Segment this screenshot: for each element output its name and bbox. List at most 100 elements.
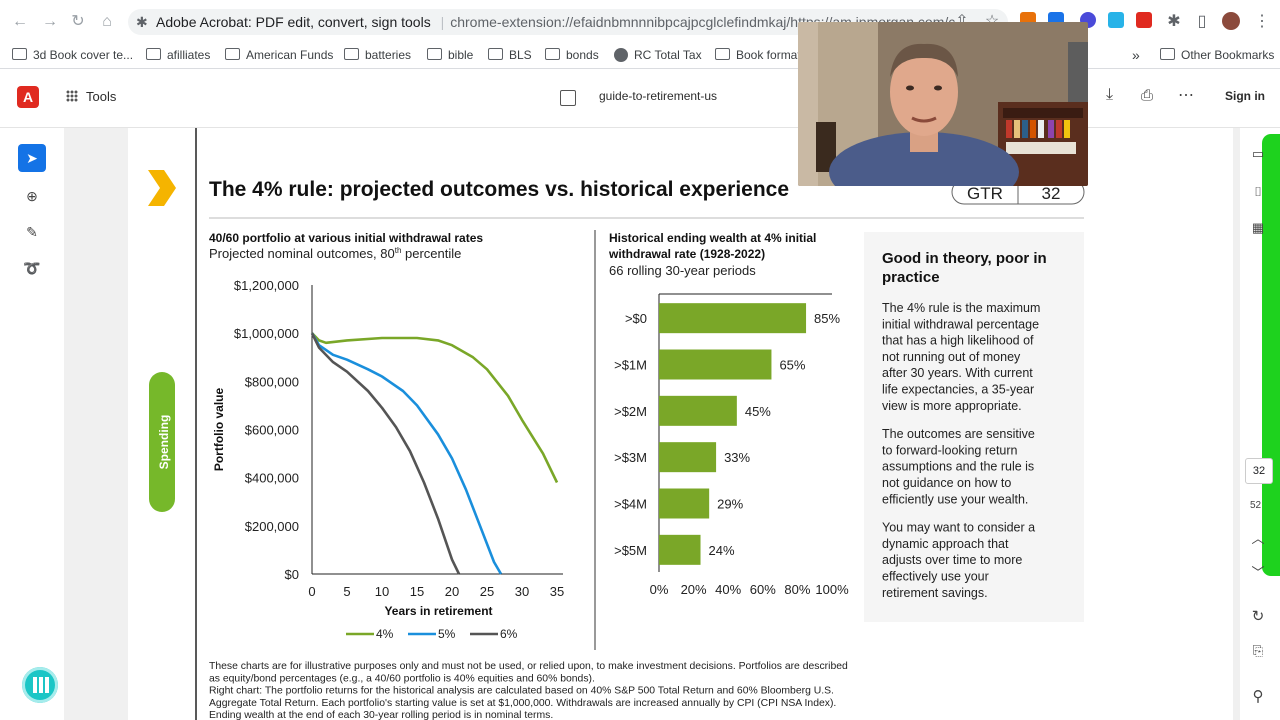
folder-icon — [545, 48, 560, 60]
bookmark-item[interactable]: bible — [427, 46, 473, 64]
legend-label: 6% — [500, 627, 518, 641]
bookmark-item[interactable]: Book format — [715, 46, 801, 64]
extension-cloud-icon[interactable] — [1108, 12, 1124, 28]
sidepanel-icon[interactable]: ▯ — [1197, 13, 1207, 30]
bookmark-item[interactable]: American Funds — [225, 46, 333, 64]
quick-tools-panel: ➤ ⊕ ✎ ➰ — [0, 128, 64, 720]
pages-panel-icon[interactable] — [560, 90, 576, 106]
bookmark-item[interactable]: afilliates — [146, 46, 210, 64]
add-comment-icon[interactable]: ⊕ — [26, 188, 38, 204]
sidebar-heading-2: practice — [882, 269, 940, 286]
y-tick-label: $1,000,000 — [234, 326, 299, 341]
y-tick-label: $800,000 — [245, 374, 299, 389]
bar — [659, 442, 717, 473]
sidebar-text-line: that has a high likelihood of — [882, 334, 1034, 348]
x-axis-label: Years in retirement — [384, 604, 492, 618]
draw-lasso-icon[interactable]: ➰ — [23, 260, 41, 276]
folder-icon — [344, 48, 359, 60]
bar-value-label: 45% — [745, 404, 771, 419]
bar-category-label: >$4M — [614, 497, 647, 512]
reload-icon[interactable]: ↻ — [71, 13, 85, 30]
bookmark-item[interactable]: RC Total Tax — [614, 46, 702, 64]
y-tick-label: $400,000 — [245, 471, 299, 486]
folder-icon — [12, 48, 27, 60]
bar-category-label: >$1M — [614, 358, 647, 373]
folder-icon — [225, 48, 240, 60]
folder-icon — [1160, 48, 1175, 60]
bar-x-tick-label: 100% — [815, 582, 849, 597]
y-tick-label: $1,200,000 — [234, 278, 299, 293]
chevron-down-icon[interactable]: ﹀ — [1251, 565, 1265, 580]
bar-value-label: 65% — [779, 358, 805, 373]
tools-button[interactable]: Tools — [66, 87, 116, 107]
sidebar-text-line: not running out of money — [882, 350, 1021, 364]
extension-acrobat-icon[interactable] — [1136, 12, 1152, 28]
spending-tab-label: Spending — [157, 415, 171, 470]
spending-tab[interactable] — [149, 372, 175, 512]
thumbnails-icon[interactable]: ▦ — [1251, 220, 1265, 235]
right-chart-title-line1: Historical ending wealth at 4% initial — [609, 231, 816, 245]
footnote-line: Ending wealth at the end of each 30-year… — [209, 710, 553, 720]
presenter-video — [798, 22, 1088, 186]
app-badge-icon[interactable] — [22, 667, 58, 703]
menu-icon[interactable]: ⋮ — [1254, 13, 1270, 30]
legend-label: 5% — [438, 627, 456, 641]
x-tick-label: 30 — [515, 584, 529, 599]
bookmark-icon[interactable]: ⌷ — [1254, 184, 1262, 199]
page-number-box[interactable]: 32 — [1245, 458, 1273, 484]
acrobat-logo[interactable]: A — [17, 86, 39, 108]
other-bookmarks[interactable]: Other Bookmarks — [1160, 46, 1274, 64]
sidebar-text-line: life expectancies, a 35-year — [882, 383, 1034, 397]
bar-value-label: 33% — [724, 450, 750, 465]
sidebar-text-line: view is more appropriate. — [882, 399, 1022, 413]
footnote-line: as equity/bond percentages (e.g., a 40/6… — [209, 673, 595, 684]
download-icon[interactable]: ⤓ — [1106, 86, 1114, 103]
bookmark-item[interactable]: bonds — [545, 46, 599, 64]
folder-icon — [146, 48, 161, 60]
left-chart-subtitle: Projected nominal outcomes, 80th percent… — [209, 246, 461, 261]
bookmark-item[interactable]: batteries — [344, 46, 411, 64]
print-icon[interactable]: ⎙ — [1141, 87, 1154, 104]
sidebar-text-line: The outcomes are sensitive — [882, 427, 1035, 441]
slide-canvas: Spending The 4% rule: projected outcomes… — [148, 128, 1085, 720]
footnote-line: Right chart: The portfolio returns for t… — [209, 686, 834, 697]
profile-avatar[interactable] — [1222, 12, 1240, 30]
puzzle-icon: ✱ — [136, 14, 148, 30]
sidebar-text-line: retirement savings. — [882, 586, 988, 600]
x-tick-label: 25 — [480, 584, 494, 599]
folder-icon — [427, 48, 442, 60]
bar — [659, 395, 737, 426]
sign-in-button[interactable]: Sign in — [1225, 89, 1265, 103]
rotate-icon[interactable]: ↻ — [1251, 608, 1265, 625]
more-icon[interactable]: ⋯ — [1178, 87, 1194, 104]
bar-category-label: >$0 — [625, 311, 647, 326]
select-cursor-icon[interactable]: ➤ — [18, 144, 46, 172]
zoom-icon[interactable]: ⚲ — [1252, 688, 1264, 705]
gtr-badge-label: GTR — [967, 184, 1003, 203]
sidebar-text-line: You may want to consider a — [882, 521, 1035, 535]
right-chart-title-line2: withdrawal rate (1928-2022) — [608, 247, 765, 261]
bar — [659, 534, 701, 565]
chevron-up-icon[interactable]: ︿ — [1251, 531, 1265, 546]
highlight-pen-icon[interactable]: ✎ — [26, 224, 38, 240]
extract-page-icon[interactable]: ⎘ — [1252, 643, 1264, 658]
bookmarks-overflow-icon[interactable]: » — [1132, 47, 1140, 63]
sidebar-text-line: efficiently use your wealth. — [882, 492, 1028, 506]
extensions-icon[interactable]: ✱ — [1167, 13, 1181, 30]
bar-x-tick-label: 20% — [681, 582, 707, 597]
green-side-strip — [1262, 134, 1280, 576]
home-icon[interactable]: ⌂ — [102, 13, 112, 30]
bar — [659, 488, 710, 519]
file-name: guide-to-retirement-us — [599, 89, 718, 103]
x-tick-label: 5 — [343, 584, 350, 599]
x-tick-label: 0 — [308, 584, 315, 599]
left-chart-title: 40/60 portfolio at various initial withd… — [209, 231, 483, 245]
bar-chart: >$0 85% >$1M 65% >$2M 45% >$3M 33% >$4M 29% >$5M 24… — [614, 293, 849, 597]
bookmark-item[interactable]: 3d Book cover te... — [12, 46, 133, 64]
page-total: 52 — [1250, 500, 1262, 511]
forward-icon[interactable]: → — [42, 13, 58, 30]
comment-icon[interactable]: ▭ — [1251, 146, 1265, 161]
bookmark-item[interactable]: BLS — [488, 46, 532, 64]
bar-x-tick-label: 60% — [750, 582, 776, 597]
back-icon[interactable]: ← — [12, 13, 28, 30]
